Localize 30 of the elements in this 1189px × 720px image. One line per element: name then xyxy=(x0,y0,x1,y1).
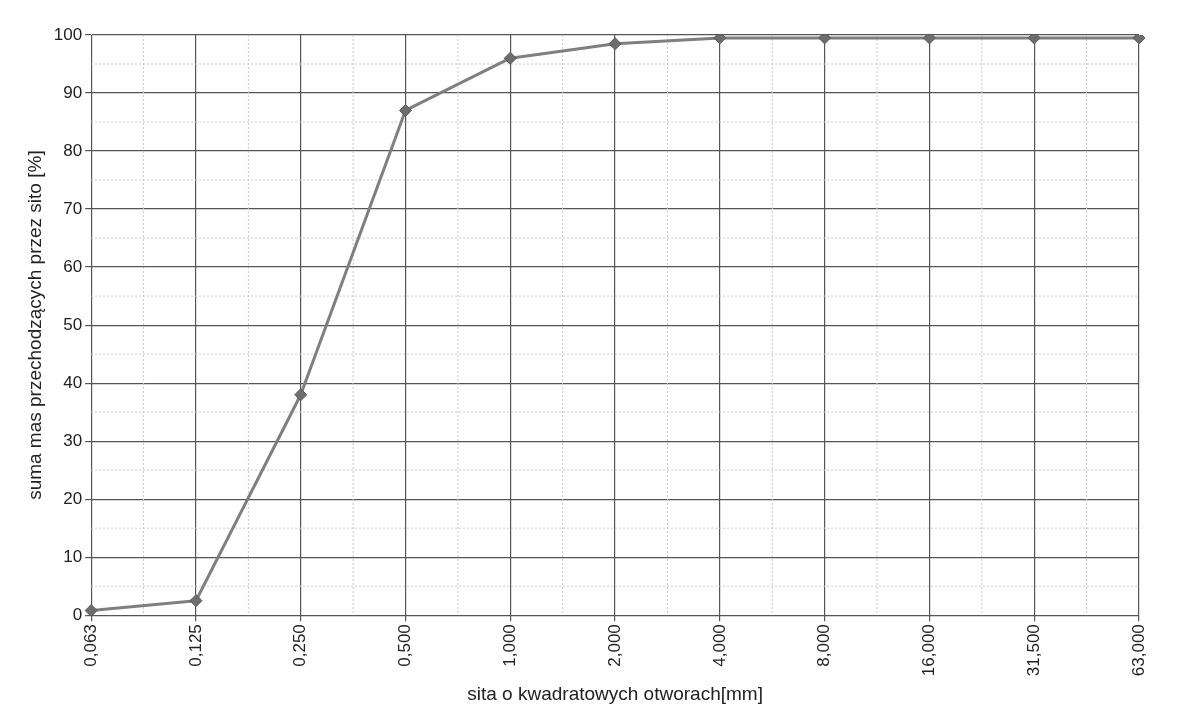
x-axis-title: sita o kwadratowych otworach[mm] xyxy=(467,682,763,704)
y-tick-label: 50 xyxy=(63,314,83,334)
point xyxy=(503,51,517,65)
x-tick-label: 0,063 xyxy=(80,624,100,667)
x-tick-label: 4,000 xyxy=(709,624,729,667)
y-tick-label: 60 xyxy=(63,256,83,276)
y-tick-label: 90 xyxy=(63,82,83,102)
point xyxy=(84,604,98,616)
point xyxy=(608,37,622,51)
x-tick-label: 2,000 xyxy=(604,624,624,667)
y-tick-label: 100 xyxy=(53,24,83,44)
y-tick-label: 70 xyxy=(63,198,83,218)
y-tick-label: 30 xyxy=(63,430,83,450)
point xyxy=(294,388,308,402)
x-tick-label: 16,000 xyxy=(919,624,939,677)
y-tick-label: 20 xyxy=(63,488,83,508)
point xyxy=(399,103,413,117)
x-tick-label: 31,500 xyxy=(1023,624,1043,677)
y-tick-label: 10 xyxy=(63,546,83,566)
x-tick-label: 8,000 xyxy=(814,624,834,667)
y-tick-label: 40 xyxy=(63,372,83,392)
x-tick-label: 0,250 xyxy=(290,624,310,667)
x-tick-label: 0,500 xyxy=(395,624,415,667)
x-tick-label: 0,125 xyxy=(185,624,205,667)
x-tick-label: 1,000 xyxy=(499,624,519,667)
y-axis-title: suma mas przechodzących przez sito [%] xyxy=(23,150,45,500)
y-tick-label: 80 xyxy=(63,140,83,160)
y-tick-label: 0 xyxy=(72,604,83,624)
x-tick-label: 63,000 xyxy=(1128,624,1148,677)
point xyxy=(189,594,203,608)
